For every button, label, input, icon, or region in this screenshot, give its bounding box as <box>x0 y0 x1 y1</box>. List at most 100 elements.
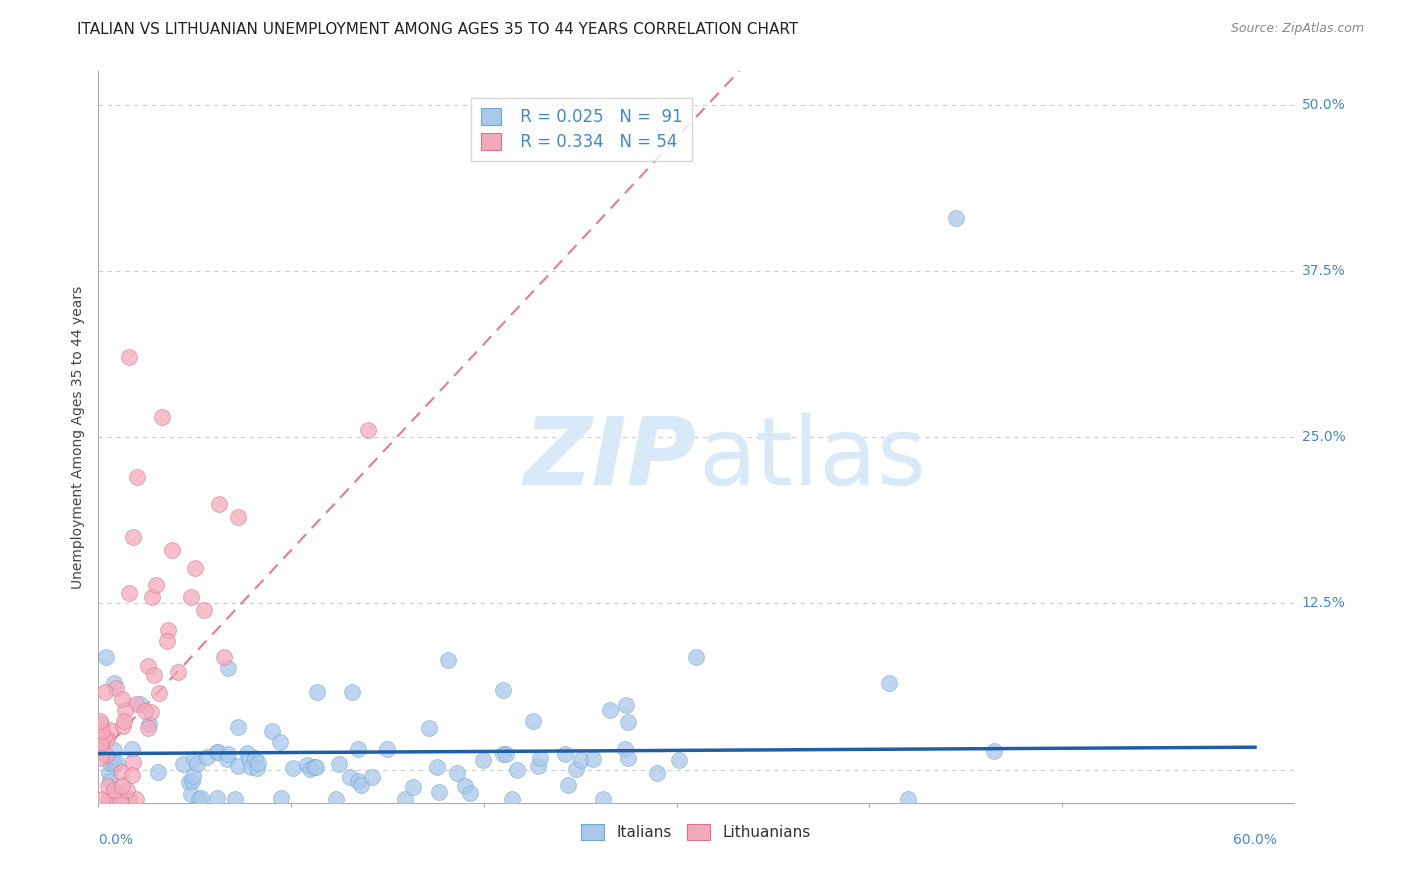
Point <box>97 779 120 793</box>
Point <box>529 751 551 765</box>
Point <box>134 704 156 718</box>
Point <box>212 649 235 664</box>
Point <box>118 351 141 365</box>
Point <box>124 792 146 806</box>
Point <box>298 762 321 776</box>
Point <box>156 623 179 637</box>
Point <box>235 746 257 760</box>
Point <box>181 774 204 789</box>
Text: 25.0%: 25.0% <box>1302 430 1346 444</box>
Point <box>118 792 141 806</box>
Point <box>121 755 143 769</box>
Point <box>427 785 450 799</box>
Point <box>217 661 239 675</box>
Point <box>394 792 416 806</box>
Point <box>281 761 304 775</box>
Point <box>247 756 270 771</box>
Point <box>565 762 588 776</box>
Point <box>96 732 118 747</box>
Point <box>115 783 138 797</box>
Point <box>138 717 160 731</box>
Point <box>207 745 229 759</box>
Point <box>121 768 143 782</box>
Point <box>402 780 425 794</box>
Point <box>103 742 125 756</box>
Text: 37.5%: 37.5% <box>1302 264 1346 277</box>
Point <box>614 698 637 712</box>
Point <box>124 697 146 711</box>
Point <box>224 792 246 806</box>
Point <box>340 685 363 699</box>
Point <box>426 760 449 774</box>
Point <box>117 586 139 600</box>
Point <box>592 792 614 806</box>
Point <box>375 741 398 756</box>
Point <box>94 685 117 699</box>
Point <box>297 758 319 772</box>
Point <box>128 697 150 711</box>
Point <box>454 779 477 793</box>
Point <box>197 750 219 764</box>
Y-axis label: Unemployment Among Ages 35 to 44 years: Unemployment Among Ages 35 to 44 years <box>72 285 86 589</box>
Point <box>208 497 231 511</box>
Point <box>146 765 169 780</box>
Point <box>983 744 1005 758</box>
Text: 50.0%: 50.0% <box>1302 97 1346 112</box>
Point <box>472 753 495 767</box>
Point <box>226 721 249 735</box>
Point <box>184 560 207 574</box>
Point <box>571 753 593 767</box>
Point <box>897 792 920 806</box>
Point <box>205 791 228 805</box>
Point <box>141 706 163 720</box>
Point <box>339 770 361 784</box>
Point <box>270 791 292 805</box>
Point <box>346 742 368 756</box>
Point <box>181 770 204 784</box>
Point <box>90 716 112 731</box>
Point <box>136 659 159 673</box>
Point <box>172 757 194 772</box>
Point <box>150 410 173 425</box>
Point <box>446 766 468 780</box>
Point <box>207 745 229 759</box>
Text: 0.0%: 0.0% <box>98 833 134 847</box>
Point <box>103 676 125 690</box>
Point <box>148 686 170 700</box>
Point <box>114 703 136 717</box>
Point <box>98 723 121 737</box>
Point <box>357 423 380 437</box>
Point <box>125 470 148 484</box>
Point <box>557 778 579 792</box>
Point <box>245 750 267 764</box>
Point <box>269 735 291 749</box>
Point <box>668 753 690 767</box>
Point <box>491 682 513 697</box>
Point <box>240 760 263 774</box>
Point <box>110 792 132 806</box>
Point <box>613 741 636 756</box>
Point <box>122 530 145 544</box>
Point <box>110 779 132 793</box>
Point <box>350 778 373 792</box>
Point <box>437 653 460 667</box>
Point <box>506 763 529 777</box>
Point <box>246 761 269 775</box>
Point <box>217 751 239 765</box>
Point <box>238 751 260 765</box>
Point <box>104 681 127 695</box>
Point <box>180 788 202 802</box>
Point <box>98 792 121 806</box>
Point <box>141 590 163 604</box>
Point <box>93 730 115 744</box>
Point <box>328 757 350 772</box>
Text: atlas: atlas <box>699 413 927 505</box>
Point <box>142 668 165 682</box>
Point <box>183 752 205 766</box>
Point <box>177 775 200 789</box>
Point <box>491 747 513 761</box>
Point <box>91 792 114 806</box>
Point <box>136 722 159 736</box>
Point <box>145 578 167 592</box>
Point <box>112 714 135 728</box>
